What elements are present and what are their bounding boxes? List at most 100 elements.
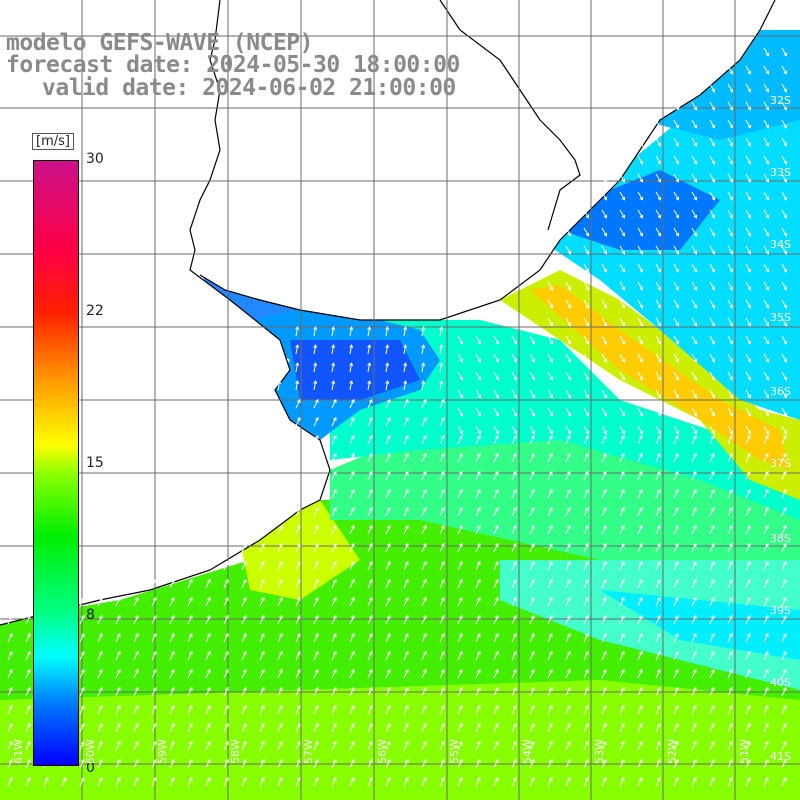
wind-arrow bbox=[511, 597, 517, 607]
wind-arrow bbox=[367, 669, 373, 679]
wind-arrow bbox=[421, 453, 427, 463]
wind-arrow bbox=[637, 777, 643, 787]
wind-arrow-head bbox=[549, 560, 553, 565]
wind-arrow-head bbox=[225, 614, 229, 619]
wind-arrow bbox=[97, 669, 103, 679]
wind-arrow bbox=[781, 173, 787, 183]
wind-arrow-head bbox=[729, 232, 734, 237]
wind-arrow bbox=[745, 579, 751, 589]
wind-arrow bbox=[727, 687, 733, 697]
wind-arrow bbox=[673, 723, 679, 733]
wind-arrow bbox=[493, 777, 499, 787]
wind-arrow-head bbox=[603, 376, 608, 381]
wind-arrow-head bbox=[171, 776, 175, 781]
wind-arrow-head bbox=[585, 322, 590, 327]
wind-arrow-head bbox=[81, 740, 85, 745]
wind-arrow-head bbox=[135, 632, 139, 637]
wind-arrow-head bbox=[387, 524, 391, 529]
wind-arrow bbox=[601, 543, 607, 553]
wind-arrow bbox=[439, 471, 445, 481]
wind-arrow bbox=[565, 335, 571, 345]
wind-arrow bbox=[619, 317, 625, 327]
wind-arrow-head bbox=[765, 650, 769, 655]
wind-arrow-head bbox=[297, 416, 301, 421]
wind-arrow-head bbox=[693, 614, 697, 619]
wind-arrow bbox=[673, 353, 679, 363]
wind-arrow bbox=[475, 407, 481, 417]
wind-arrow bbox=[745, 425, 751, 435]
wind-arrow bbox=[673, 651, 679, 661]
wind-arrow bbox=[583, 471, 589, 481]
wind-arrow bbox=[619, 227, 625, 237]
wind-arrow-head bbox=[495, 632, 499, 637]
wind-arrow bbox=[781, 101, 787, 111]
wind-arrow-head bbox=[603, 506, 607, 511]
wind-arrow bbox=[313, 435, 319, 445]
wind-arrow bbox=[727, 317, 733, 327]
wind-arrow-head bbox=[657, 542, 661, 547]
wind-arrow-head bbox=[423, 434, 427, 439]
wind-arrow-head bbox=[747, 340, 752, 345]
wind-arrow bbox=[691, 317, 697, 327]
wind-arrow bbox=[637, 371, 643, 381]
wind-arrow-head bbox=[189, 614, 193, 619]
wind-speed-field-region bbox=[290, 340, 420, 400]
wind-arrow-head bbox=[297, 776, 301, 781]
wind-arrow bbox=[529, 651, 535, 661]
wind-arrow-head bbox=[495, 560, 499, 565]
wind-arrow-head bbox=[783, 776, 787, 781]
wind-arrow bbox=[781, 425, 787, 435]
wind-arrow-head bbox=[621, 614, 625, 619]
wind-arrow bbox=[673, 209, 679, 219]
wind-arrow bbox=[709, 101, 715, 111]
wind-arrow bbox=[403, 633, 409, 643]
wind-arrow bbox=[673, 507, 679, 517]
wind-arrow bbox=[331, 687, 337, 697]
wind-arrow bbox=[367, 435, 373, 445]
wind-arrow bbox=[691, 281, 697, 291]
wind-arrow-head bbox=[225, 668, 229, 673]
wind-arrow bbox=[583, 723, 589, 733]
wind-arrow-head bbox=[279, 578, 283, 583]
wind-arrow-head bbox=[153, 596, 157, 601]
wind-arrow-head bbox=[495, 668, 499, 673]
wind-arrow bbox=[295, 399, 301, 409]
wind-arrow bbox=[529, 489, 535, 499]
wind-arrow bbox=[367, 327, 371, 337]
wind-arrow bbox=[565, 741, 571, 751]
wind-arrow bbox=[403, 615, 409, 625]
wind-arrow bbox=[313, 489, 319, 499]
wind-arrow-head bbox=[423, 704, 427, 709]
wind-arrow bbox=[781, 561, 787, 571]
wind-arrow bbox=[97, 633, 103, 643]
wind-arrow bbox=[529, 615, 535, 625]
wind-arrow-head bbox=[711, 668, 715, 673]
wind-arrow bbox=[421, 597, 427, 607]
wind-arrow bbox=[457, 471, 463, 481]
wind-arrow bbox=[295, 327, 299, 337]
wind-arrow bbox=[349, 723, 355, 733]
wind-arrow bbox=[331, 525, 337, 535]
wind-arrow-head bbox=[639, 506, 643, 511]
wind-arrow-head bbox=[657, 178, 662, 183]
wind-arrow-head bbox=[243, 578, 247, 583]
wind-arrow bbox=[529, 389, 535, 399]
wind-arrow-head bbox=[405, 506, 409, 511]
wind-arrow-head bbox=[675, 758, 679, 763]
wind-arrow-head bbox=[351, 398, 355, 403]
wind-arrow-head bbox=[729, 506, 733, 511]
wind-arrow-head bbox=[367, 326, 372, 331]
wind-arrow bbox=[439, 363, 443, 373]
wind-arrow-head bbox=[711, 160, 716, 165]
wind-arrow-head bbox=[711, 632, 715, 637]
wind-arrow bbox=[295, 345, 299, 355]
wind-arrow bbox=[367, 399, 373, 409]
wind-arrow bbox=[745, 65, 751, 75]
wind-arrow-head bbox=[747, 124, 752, 129]
wind-arrow bbox=[259, 579, 265, 589]
wind-arrow-head bbox=[531, 376, 536, 381]
wind-arrow-head bbox=[531, 524, 535, 529]
wind-arrow-head bbox=[225, 596, 229, 601]
wind-arrow-head bbox=[297, 686, 301, 691]
wind-arrow bbox=[781, 191, 787, 201]
